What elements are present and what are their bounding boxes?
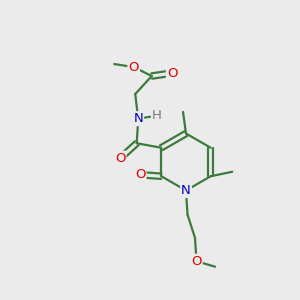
Text: N: N: [133, 112, 143, 125]
Text: O: O: [135, 168, 146, 181]
Text: H: H: [152, 109, 162, 122]
Text: N: N: [181, 184, 191, 197]
Text: O: O: [128, 61, 139, 74]
Text: O: O: [191, 255, 202, 268]
Text: O: O: [167, 67, 177, 80]
Text: O: O: [115, 152, 125, 165]
